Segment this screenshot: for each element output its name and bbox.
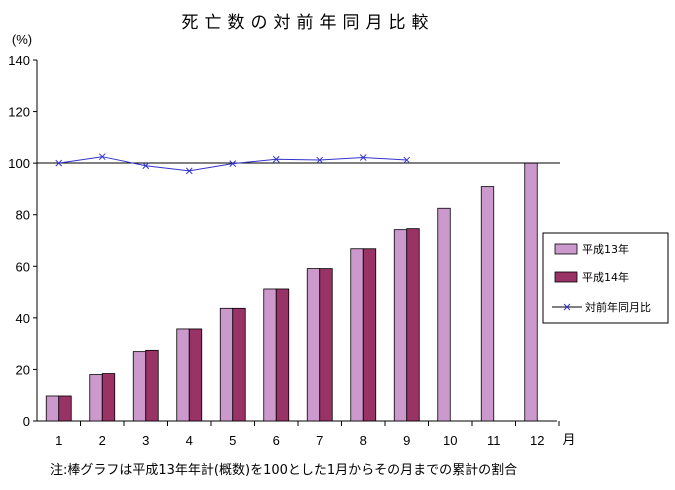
x-ticks: 1 2 3 4 5 6 7 8 9 10 11 12 [55,421,560,448]
bar-h14 [232,307,246,422]
bar-h13 [263,288,277,422]
bar-h14 [406,228,420,422]
bar-h13 [480,186,495,422]
ratio-point [185,167,193,175]
bar-h13 [219,307,234,422]
y-tick-label: 100 [8,156,30,171]
x-tick-label: 5 [229,433,236,448]
legend-label-ratio: 対前年同月比 [585,300,651,314]
y-ticks: 0 20 40 60 80 100 120 140 [8,53,37,429]
y-axis-unit-label: (%) [12,32,32,47]
ratio-point [229,160,237,168]
bar-h14 [188,328,203,422]
ratio-point [316,156,324,164]
y-tick-label: 120 [8,105,30,120]
y-tick-label: 0 [23,414,30,429]
bar-h14 [145,349,159,422]
x-tick-label: 12 [530,433,544,448]
y-tick-label: 60 [16,259,30,274]
bar-h14 [319,268,333,422]
x-tick-label: 7 [316,433,323,448]
legend-swatch-ratio [552,303,582,311]
bar-h14 [275,288,290,422]
ratio-point [142,162,150,170]
x-tick-label: 2 [99,433,106,448]
bar-h13 [393,229,408,422]
legend: 平成13年 平成14年 対前年同月比 [542,232,669,324]
footnote: 注:棒グラフは平成13年年計(概数)を100とした1月からその月までの累計の割合 [50,462,517,478]
x-tick-label: 4 [186,433,193,448]
legend-label-h13: 平成13年 [582,242,629,256]
y-tick-label: 20 [16,362,30,377]
x-tick-label: 6 [273,433,280,448]
legend-swatch-h13 [554,243,578,255]
ratio-point [272,155,280,163]
x-axis-unit-label: 月 [562,432,575,447]
bar-h14 [58,395,72,422]
x-tick-label: 3 [142,433,149,448]
x-tick-label: 9 [403,433,410,448]
x-tick-label: 8 [360,433,367,448]
bar-h13 [45,395,60,422]
ratio-point [98,153,106,161]
ratio-point [403,156,411,164]
bar-h13 [524,162,538,422]
bar-h14 [101,373,116,422]
y-tick-label: 80 [16,208,30,223]
legend-swatch-h14 [554,271,578,283]
ratio-point [55,159,63,167]
bar-h13 [306,268,321,422]
y-tick-label: 40 [16,311,30,326]
x-tick-label: 1 [55,433,62,448]
x-tick-label: 11 [487,433,501,448]
bar-h13 [89,374,103,422]
bar-h13 [176,328,190,422]
ratio-line-series [55,153,411,175]
bar-h13 [350,248,364,422]
bar-h14 [362,248,377,422]
x-tick-label: 10 [443,433,457,448]
chart-title: 死亡数の対前年同月比較 [182,13,435,33]
bars [45,162,538,422]
ratio-point [359,154,367,161]
y-tick-label: 140 [8,53,30,68]
legend-label-h14: 平成14年 [582,270,629,284]
bar-h13 [132,351,147,422]
bar-h13 [437,207,451,422]
